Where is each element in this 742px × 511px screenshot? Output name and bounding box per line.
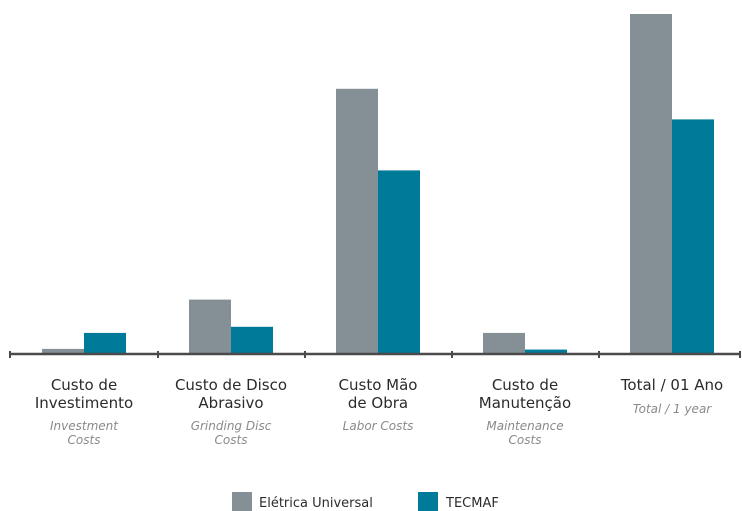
category-labels: Custo deInvestimentoInvestmentCostsCusto… xyxy=(35,376,723,447)
category-label-2-line-0: Custo Mão xyxy=(339,376,418,394)
x-axis-ticks xyxy=(9,351,741,358)
bar-eletrica-universal-4 xyxy=(630,14,672,354)
category-sublabel-1-line-1: Costs xyxy=(215,433,248,447)
category-label-0-line-1: Investimento xyxy=(35,394,133,412)
legend-swatch-1 xyxy=(418,492,438,511)
bar-tecmaf-0 xyxy=(84,332,126,354)
category-sublabel-0-line-1: Costs xyxy=(68,433,101,447)
category-sublabel-2-line-0: Labor Costs xyxy=(343,419,414,433)
legend-swatch-0 xyxy=(232,492,252,511)
legend-label-0: Elétrica Universal xyxy=(259,496,373,511)
category-label-2-line-1: de Obra xyxy=(348,394,408,412)
category-label-4-line-0: Total / 01 Ano xyxy=(620,376,723,394)
bar-tecmaf-2 xyxy=(378,170,420,354)
legend-label-1: TECMAF xyxy=(445,496,499,511)
category-sublabel-4-line-0: Total / 1 year xyxy=(633,402,713,416)
category-label-1-line-0: Custo de Disco xyxy=(175,376,287,394)
category-label-3-line-1: Manutenção xyxy=(479,394,571,412)
bar-tecmaf-4 xyxy=(672,119,714,355)
bar-tecmaf-3 xyxy=(525,349,567,354)
bar-tecmaf-1 xyxy=(231,326,273,354)
category-sublabel-1-line-0: Grinding Disc xyxy=(191,419,272,433)
legend: Elétrica Universal TECMAF xyxy=(232,492,499,511)
category-sublabel-0-line-0: Investment xyxy=(50,419,119,433)
category-label-1-line-1: Abrasivo xyxy=(198,394,263,412)
category-sublabel-3-line-1: Costs xyxy=(509,433,542,447)
category-label-3-line-0: Custo de xyxy=(492,376,558,394)
bar-eletrica-universal-1 xyxy=(189,299,231,354)
bar-eletrica-universal-2 xyxy=(336,88,378,355)
bars-group xyxy=(42,14,714,355)
category-sublabel-3-line-0: Maintenance xyxy=(486,419,563,433)
bar-eletrica-universal-3 xyxy=(483,332,525,354)
category-label-0-line-0: Custo de xyxy=(51,376,117,394)
bar-eletrica-universal-0 xyxy=(42,348,84,354)
